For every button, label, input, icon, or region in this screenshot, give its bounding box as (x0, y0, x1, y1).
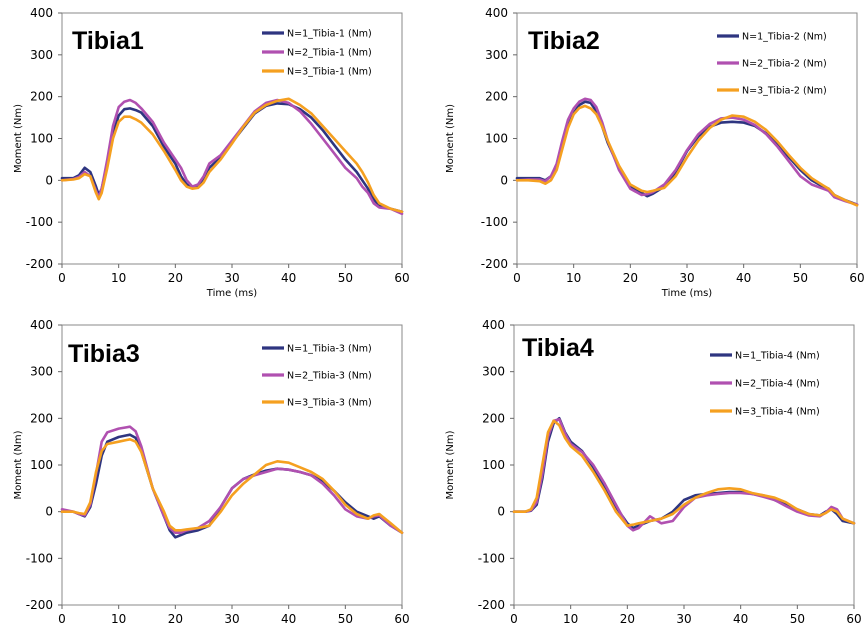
chart2-xtick-label: 20 (623, 271, 638, 285)
chart4-legend-label: N=1_Tibia-4 (Nm) (735, 351, 820, 362)
chart3-legend-label: N=2_Tibia-3 (Nm) (287, 371, 372, 382)
chart3-xtick-label: 10 (111, 612, 126, 624)
chart4-xtick-label: 50 (790, 612, 805, 624)
chart2-legend-label: N=1_Tibia-2 (Nm) (742, 32, 827, 43)
chart4-ytick-label: -200 (478, 598, 505, 612)
chart4-xtick-label: 0 (510, 612, 518, 624)
chart3-ytick-label: 400 (30, 318, 53, 332)
chart1-series-line-n3 (60, 97, 404, 213)
chart3-xtick-label: 20 (168, 612, 183, 624)
chart2-ytick-label: -100 (481, 215, 508, 229)
chart2-xtick-label: 40 (736, 271, 751, 285)
chart3-xtick-label: 50 (338, 612, 353, 624)
chart4-xtick-label: 30 (676, 612, 691, 624)
chart3-ytick-label: -200 (26, 598, 53, 612)
chart1-xtick-label: 10 (111, 271, 126, 285)
chart1-xtick-label: 30 (224, 271, 239, 285)
chart2-legend-label: N=2_Tibia-2 (Nm) (742, 59, 827, 70)
chart2-ytick-label: 400 (485, 6, 508, 20)
chart4-plot-frame (513, 324, 855, 606)
chart2-series-line-n3 (515, 104, 859, 207)
chart3-ytick-label: 100 (30, 458, 53, 472)
chart4-legend: N=1_Tibia-4 (Nm) N=2_Tibia-4 (Nm) N=3_Tibi… (710, 351, 820, 418)
chart4-ytick-label: 100 (482, 458, 505, 472)
chart2-xtick-label: 30 (679, 271, 694, 285)
chart1-ytick-label: -100 (26, 215, 53, 229)
chart3-title: Tibia3 (68, 340, 140, 368)
chart3-xtick-label: 40 (281, 612, 296, 624)
chart2-ytick-label: 100 (485, 132, 508, 146)
chart2-xtick-label: 50 (793, 271, 808, 285)
chart3-ytick-label: -100 (26, 551, 53, 565)
chart3-legend-label: N=1_Tibia-3 (Nm) (287, 344, 372, 355)
chart2-legend-label: N=3_Tibia-2 (Nm) (742, 86, 827, 97)
chart2-ytick-label: -200 (481, 257, 508, 271)
chart4-xtick-label: 60 (846, 612, 861, 624)
chart1-ytick-label: 400 (30, 6, 53, 20)
chart1-xtick-label: 20 (168, 271, 183, 285)
chart1-ytick-label: -200 (26, 257, 53, 271)
chart3-ytick-label: 0 (45, 505, 53, 519)
chart4-xtick-label: 20 (620, 612, 635, 624)
chart4-ytick-label: -100 (478, 551, 505, 565)
chart4-ytick-label: 300 (482, 365, 505, 379)
chart1-ytick-label: 100 (30, 132, 53, 146)
chart1-ytick-label: 0 (45, 173, 53, 187)
chart3-y-axis-label: Moment (Nm) (13, 430, 24, 499)
chart2-ytick-label: 300 (485, 48, 508, 62)
chart-panel-tibia2: -200 -100 0 100 200 300 400 0 10 20 30 40 50 60 Time (… (432, 0, 864, 310)
chart3-xtick-label: 30 (224, 612, 239, 624)
chart4-xtick-label: 40 (733, 612, 748, 624)
chart1-y-axis-label: Moment (Nm) (13, 104, 24, 173)
chart3-ytick-label: 300 (30, 365, 53, 379)
chart2-xtick-label: 60 (849, 271, 864, 285)
chart2-ytick-label: 200 (485, 90, 508, 104)
chart4-legend-label: N=3_Tibia-4 (Nm) (735, 407, 820, 418)
chart4-xtick-label: 10 (563, 612, 578, 624)
chart3-xtick-label: 60 (394, 612, 409, 624)
chart1-x-axis-label: Time (ms) (206, 288, 258, 299)
chart3-legend-label: N=3_Tibia-3 (Nm) (287, 398, 372, 409)
chart1-legend-label: N=2_Tibia-1 (Nm) (287, 48, 372, 59)
chart2-plot-frame (516, 12, 858, 265)
chart4-y-axis-label: Moment (Nm) (445, 430, 456, 499)
chart1-ytick-label: 200 (30, 90, 53, 104)
chart4-title: Tibia4 (522, 334, 594, 362)
chart4-ytick-label: 0 (497, 505, 505, 519)
chart4-ytick-label: 400 (482, 318, 505, 332)
chart3-series-line-n3 (60, 438, 404, 534)
chart1-xtick-label: 60 (394, 271, 409, 285)
chart2-legend: N=1_Tibia-2 (Nm) N=2_Tibia-2 (Nm) N=3_Tibi… (717, 32, 827, 97)
chart2-ytick-label: 0 (500, 173, 508, 187)
chart1-xtick-label: 50 (338, 271, 353, 285)
chart2-y-axis-label: Moment (Nm) (445, 104, 456, 173)
chart2-x-axis-label: Time (ms) (661, 288, 713, 299)
chart1-title: Tibia1 (72, 27, 144, 55)
chart1-legend-label: N=3_Tibia-1 (Nm) (287, 67, 372, 78)
chart-tibia1: -200 -100 0 100 200 300 400 0 10 20 30 40 50 60 Time (… (13, 6, 410, 299)
chart4-ytick-label: 200 (482, 411, 505, 425)
chart2-title: Tibia2 (528, 27, 600, 55)
chart1-legend: N=1_Tibia-1 (Nm) N=2_Tibia-1 (Nm) N=3_Tibi… (262, 29, 372, 78)
chart4-legend-label: N=2_Tibia-4 (Nm) (735, 379, 820, 390)
chart-panel-tibia1: -200 -100 0 100 200 300 400 0 10 20 30 40 50 60 Time (… (0, 0, 432, 310)
chart4-series-line-n3 (512, 419, 856, 527)
chart2-xtick-label: 0 (513, 271, 521, 285)
chart1-legend-label: N=1_Tibia-1 (Nm) (287, 29, 372, 40)
chart3-plot-frame (61, 324, 403, 606)
chart-tibia2: -200 -100 0 100 200 300 400 0 10 20 30 40 50 60 Time (… (445, 6, 864, 299)
chart1-xtick-label: 40 (281, 271, 296, 285)
chart3-legend: N=1_Tibia-3 (Nm) N=2_Tibia-3 (Nm) N=3_Tibi… (262, 344, 372, 409)
chart3-ytick-label: 200 (30, 411, 53, 425)
chart1-ytick-label: 300 (30, 48, 53, 62)
chart2-xtick-label: 10 (566, 271, 581, 285)
chart3-xtick-label: 0 (58, 612, 66, 624)
chart1-xtick-label: 0 (58, 271, 66, 285)
